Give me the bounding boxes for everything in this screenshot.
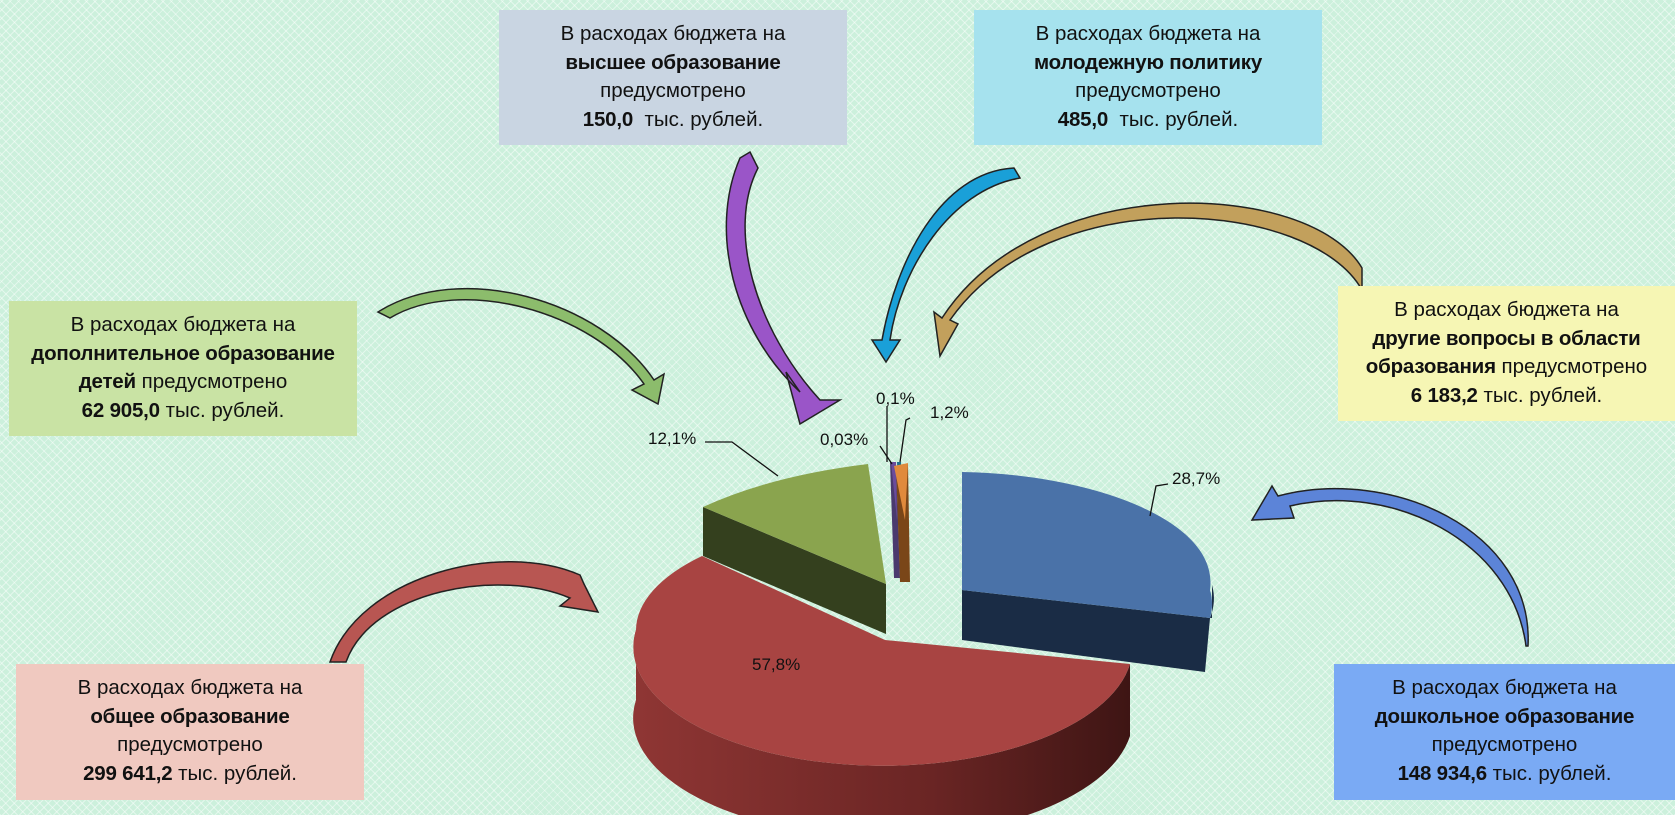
callout-general-education: В расходах бюджета на общее образование … [16, 664, 364, 800]
arrow-other-education [933, 202, 1363, 359]
label-higher-education: 0,03% [820, 430, 868, 449]
callout-provided: предусмотрено [1075, 79, 1221, 102]
callout-unit: тыс. рублей. [178, 761, 297, 785]
pie-slices [633, 462, 1214, 815]
callout-amount: 62 905,0 [81, 398, 160, 422]
arrow-higher-education [725, 150, 843, 426]
callout-amount: 150,0 [582, 107, 634, 131]
callout-intro: В расходах бюджета на [77, 676, 303, 699]
label-youth-policy: 0,1% [876, 389, 915, 408]
arrow-preschool-education [1250, 484, 1529, 647]
label-preschool-education: 28,7% [1172, 469, 1220, 488]
callout-unit: тыс. рублей. [1483, 383, 1603, 407]
callout-intro: В расходах бюджета на [560, 22, 786, 45]
callout-topic: молодежную политику [1033, 50, 1263, 74]
callout-unit: тыс. рублей. [165, 398, 285, 422]
arrow-youth-policy [870, 167, 1022, 364]
callout-unit: тыс. рублей. [1119, 107, 1239, 131]
label-other-education: 1,2% [930, 403, 969, 422]
slice-additional-education [703, 464, 886, 634]
callout-preschool-education: В расходах бюджета на дошкольное образов… [1334, 664, 1675, 800]
callout-unit: тыс. рублей. [1492, 761, 1612, 785]
callout-amount: 148 934,6 [1397, 761, 1488, 785]
callout-topic: дополнительное образование [31, 341, 335, 365]
callout-other-education: В расходах бюджета на другие вопросы в о… [1338, 286, 1675, 421]
slice-general-education [633, 556, 1130, 815]
callout-amount: 485,0 [1057, 107, 1109, 131]
label-general-education: 57,8% [752, 655, 800, 674]
leader-lines [705, 406, 1169, 517]
callout-intro: В расходах бюджета на [70, 313, 296, 336]
slice-other-education [894, 463, 910, 582]
arrow-additional-education [376, 287, 666, 406]
callout-provided: предусмотрено [600, 79, 746, 102]
callout-provided: предусмотрено [117, 733, 263, 756]
callout-unit: тыс. рублей. [644, 107, 764, 131]
callout-higher-education: В расходах бюджета на высшее образование… [499, 10, 847, 145]
label-additional-education: 12,1% [648, 429, 696, 448]
callout-topic: высшее образование [565, 50, 781, 74]
callout-topic: образования [1365, 355, 1496, 378]
slice-higher-education [890, 462, 900, 578]
callout-topic: детей [78, 370, 136, 393]
slice-preschool-education [962, 472, 1214, 672]
callout-topic: дошкольное образование [1374, 704, 1635, 728]
callout-provided: предусмотрено [1501, 355, 1648, 378]
callout-additional-education: В расходах бюджета на дополнительное обр… [9, 301, 357, 436]
callout-intro: В расходах бюджета на [1392, 676, 1617, 699]
callout-amount: 299 641,2 [83, 761, 173, 785]
callout-youth-policy: В расходах бюджета на молодежную политик… [974, 10, 1322, 145]
callout-amount: 6 183,2 [1410, 383, 1478, 407]
callout-intro: В расходах бюджета на [1035, 22, 1261, 45]
arrow-general-education [328, 561, 600, 663]
callout-provided: предусмотрено [1431, 733, 1578, 756]
callout-intro: В расходах бюджета на [1394, 298, 1619, 321]
callout-topic: общее образование [90, 704, 290, 728]
callout-provided: предусмотрено [141, 370, 288, 393]
callout-topic: другие вопросы в области [1372, 326, 1641, 350]
